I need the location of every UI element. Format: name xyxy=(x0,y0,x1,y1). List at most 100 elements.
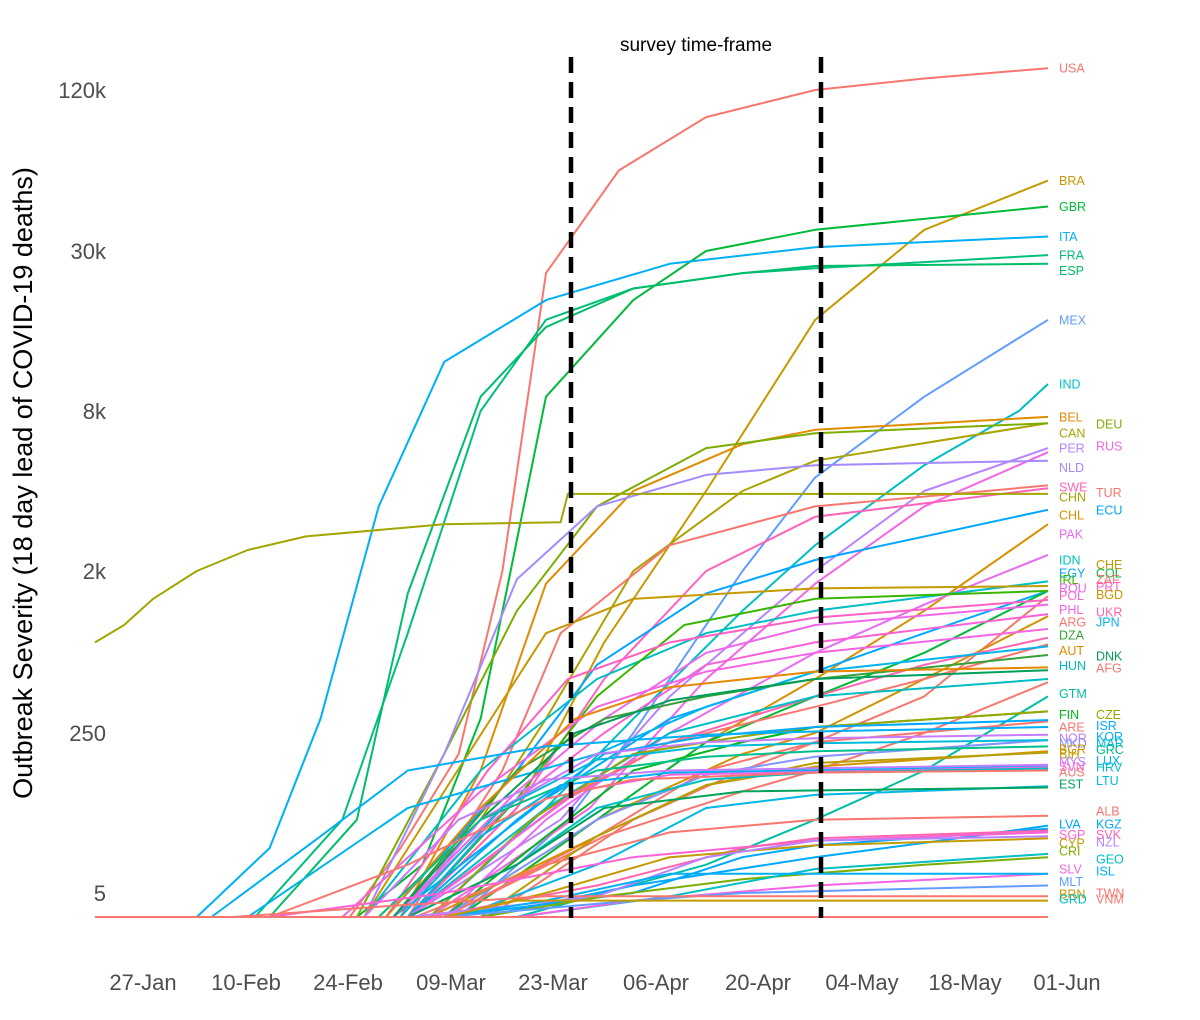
country-label-bgr: BGR xyxy=(1059,742,1086,756)
country-label-hrv: HRV xyxy=(1096,760,1123,774)
country-label-bgd: BGD xyxy=(1096,588,1123,602)
country-label-mys: MYS xyxy=(1059,755,1086,769)
x-tick-label: 06-Apr xyxy=(623,970,689,995)
country-label-are: ARE xyxy=(1059,721,1085,735)
country-label-twn: TWN xyxy=(1096,887,1124,901)
country-label-bih: BIH xyxy=(1059,747,1080,761)
country-label-gbr: GBR xyxy=(1059,200,1086,214)
x-tick-label: 24-Feb xyxy=(313,970,383,995)
y-axis-ticks: 5 250 2k 8k 30k 120k xyxy=(58,78,107,906)
y-tick-label: 2k xyxy=(83,559,107,584)
country-label-mar: MAR xyxy=(1096,736,1124,750)
series-line-usa xyxy=(95,67,1049,918)
x-tick-label: 04-May xyxy=(825,970,898,995)
survey-markers xyxy=(568,57,824,918)
x-tick-label: 27-Jan xyxy=(109,970,176,995)
x-tick-label: 01-Jun xyxy=(1033,970,1100,995)
country-label-vnm: VNM xyxy=(1096,893,1124,907)
series-line-chn xyxy=(94,492,1048,644)
y-tick-label: 30k xyxy=(71,239,107,264)
country-label-per: PER xyxy=(1059,442,1085,456)
country-label-brn: BRN xyxy=(1059,887,1085,901)
country-label-hun: HUN xyxy=(1059,659,1086,673)
country-label-fra: FRA xyxy=(1059,249,1085,263)
country-label-ita: ITA xyxy=(1059,230,1078,244)
country-label-svn: SVN xyxy=(1059,760,1085,774)
country-label-isl: ISL xyxy=(1096,864,1115,878)
country-label-slv: SLV xyxy=(1059,862,1082,876)
series-line-ind xyxy=(95,383,1049,918)
country-label-isr: ISR xyxy=(1096,719,1117,733)
y-tick-label: 250 xyxy=(69,721,106,746)
country-label-nor: NOR xyxy=(1059,731,1087,745)
x-tick-label: 09-Mar xyxy=(416,970,486,995)
country-label-kgz: KGZ xyxy=(1096,818,1122,832)
country-label-alb: ALB xyxy=(1096,805,1120,819)
country-label-deu: DEU xyxy=(1096,417,1122,431)
country-label-aut: AUT xyxy=(1059,644,1084,658)
country-label-arg: ARG xyxy=(1059,615,1086,629)
survey-time-frame-label: survey time-frame xyxy=(620,35,772,56)
country-label-bel: BEL xyxy=(1059,410,1083,424)
series-line-esp xyxy=(95,262,1049,918)
y-tick-label: 5 xyxy=(94,881,106,906)
country-label-mkd: MKD xyxy=(1059,736,1087,750)
y-tick-label: 120k xyxy=(58,78,107,103)
country-label-egy: EGY xyxy=(1059,566,1086,580)
country-label-grc: GRC xyxy=(1096,743,1124,757)
country-label-col: COL xyxy=(1096,566,1122,580)
country-label-sgp: SGP xyxy=(1059,828,1085,842)
country-label-cze: CZE xyxy=(1096,708,1121,722)
country-label-grd: GRD xyxy=(1059,893,1087,907)
country-label-bra: BRA xyxy=(1059,174,1085,188)
country-label-can: CAN xyxy=(1059,427,1085,441)
series-line-fra xyxy=(95,254,1049,918)
country-label-svk: SVK xyxy=(1096,828,1122,842)
country-label-aus: AUS xyxy=(1059,766,1085,780)
country-label-dza: DZA xyxy=(1059,628,1085,642)
country-label-cyp: CYP xyxy=(1059,836,1085,850)
country-label-idn: IDN xyxy=(1059,553,1081,567)
series-line-ita xyxy=(95,235,1049,918)
country-label-tur: TUR xyxy=(1096,486,1122,500)
country-label-rus: RUS xyxy=(1096,440,1122,454)
country-label-lva: LVA xyxy=(1059,818,1081,832)
country-label-nld: NLD xyxy=(1059,461,1084,475)
country-label-ind: IND xyxy=(1059,377,1081,391)
country-label-mlt: MLT xyxy=(1059,875,1083,889)
country-label-geo: GEO xyxy=(1096,852,1124,866)
x-axis-ticks: 27-Jan 10-Feb 24-Feb 09-Mar 23-Mar 06-Apr 20-A… xyxy=(109,970,1100,995)
country-label-kor: KOR xyxy=(1096,730,1123,744)
country-label-irl: IRL xyxy=(1059,573,1079,587)
series-line-nld xyxy=(95,459,1049,918)
country-label-lux: LUX xyxy=(1096,754,1121,768)
country-label-che: CHE xyxy=(1096,558,1122,572)
country-label-esp: ESP xyxy=(1059,264,1084,278)
country-label-phl: PHL xyxy=(1059,603,1083,617)
country-label-est: EST xyxy=(1059,777,1084,791)
country-label-ltu: LTU xyxy=(1096,774,1119,788)
series-lines xyxy=(94,67,1049,918)
country-label-zaf: ZAF xyxy=(1096,573,1120,587)
x-tick-label: 10-Feb xyxy=(211,970,281,995)
series-line-kor xyxy=(95,726,1049,918)
country-label-rou: ROU xyxy=(1059,581,1087,595)
country-label-mex: MEX xyxy=(1059,313,1087,327)
country-label-pol: POL xyxy=(1059,589,1084,603)
country-label-swe: SWE xyxy=(1059,480,1087,494)
country-label-cri: CRI xyxy=(1059,844,1081,858)
y-tick-label: 8k xyxy=(83,399,107,424)
country-label-ecu: ECU xyxy=(1096,503,1122,517)
country-label-dnk: DNK xyxy=(1096,650,1123,664)
country-label-afg: AFG xyxy=(1096,662,1122,676)
country-label-chn: CHN xyxy=(1059,490,1086,504)
country-label-gtm: GTM xyxy=(1059,687,1087,701)
x-tick-label: 20-Apr xyxy=(725,970,791,995)
country-label-chl: CHL xyxy=(1059,508,1084,522)
country-label-pak: PAK xyxy=(1059,528,1084,542)
country-label-nzl: NZL xyxy=(1096,835,1120,849)
x-tick-label: 23-Mar xyxy=(518,970,588,995)
country-label-jpn: JPN xyxy=(1096,615,1120,629)
